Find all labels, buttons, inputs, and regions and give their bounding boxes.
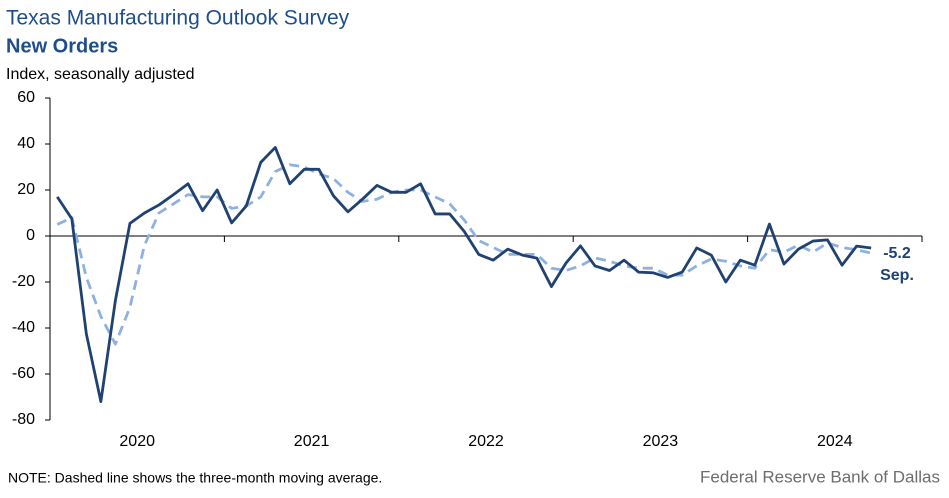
x-tick-label: 2024 <box>817 433 853 450</box>
note: NOTE: Dashed line shows the three-month … <box>8 470 382 486</box>
x-tick-label: 2020 <box>119 433 155 450</box>
y-tick-label: 0 <box>26 227 35 244</box>
x-tick-label: 2022 <box>468 433 504 450</box>
y-axis-label: Index, seasonally adjusted <box>6 66 195 83</box>
end-month-label: Sep. <box>880 267 914 284</box>
y-tick-label: -80 <box>12 411 35 428</box>
y-tick-label: -20 <box>12 273 35 290</box>
chart-title: Texas Manufacturing Outlook Survey <box>6 7 350 30</box>
y-tick-label: -40 <box>12 319 35 336</box>
end-value-label: -5.2 <box>883 245 911 262</box>
chart-subtitle: New Orders <box>6 35 118 57</box>
data-line <box>56 146 872 403</box>
y-tick-label: 60 <box>17 89 35 106</box>
source: Federal Reserve Bank of Dallas <box>700 467 940 486</box>
y-tick-label: 20 <box>17 181 35 198</box>
y-tick-label: 40 <box>17 135 35 152</box>
x-tick-label: 2021 <box>294 433 330 450</box>
x-tick-label: 2023 <box>643 433 679 450</box>
y-tick-label: -60 <box>12 365 35 382</box>
